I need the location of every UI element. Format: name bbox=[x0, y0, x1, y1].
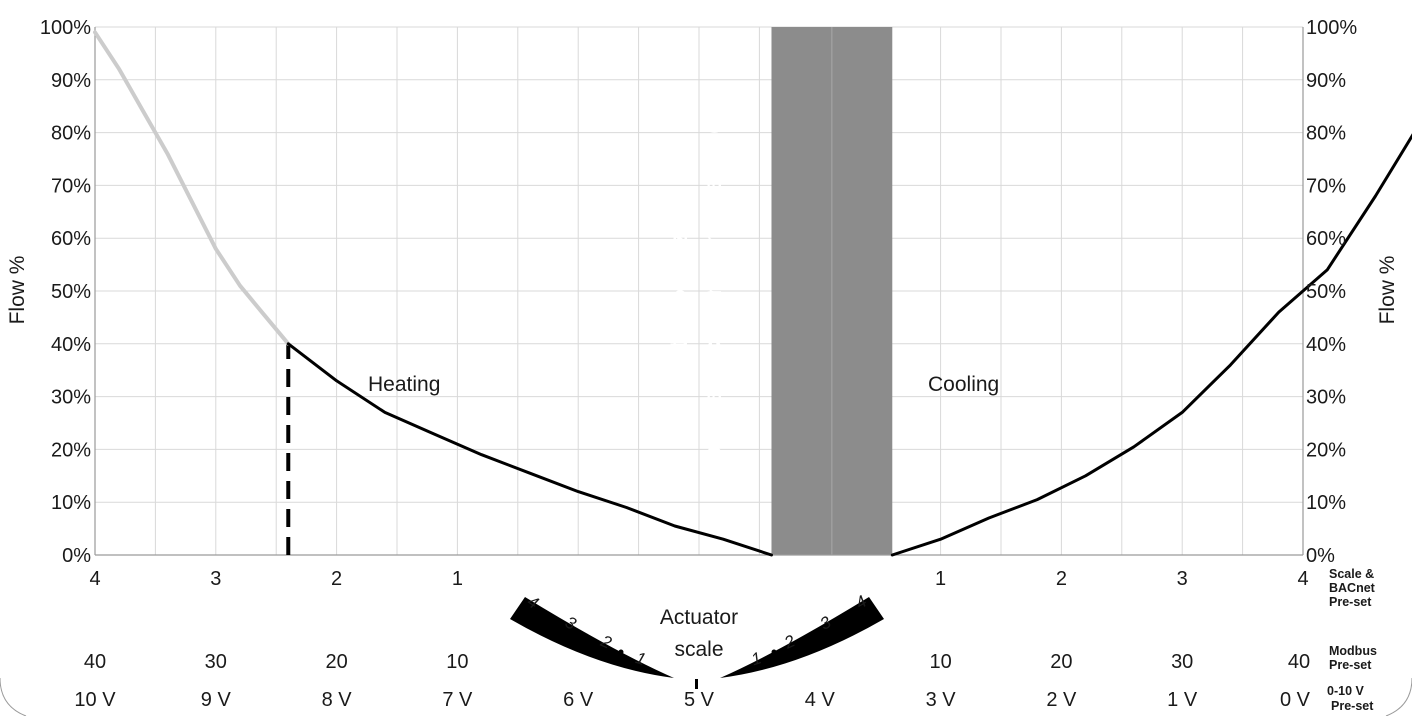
x-tick-label-scale: 1 bbox=[452, 568, 463, 590]
y-axis-title-right: Flow % bbox=[1376, 256, 1399, 325]
switch-zone-label: Switch over zone between cooling and hea… bbox=[665, 118, 727, 461]
x-tick-label-scale: 3 bbox=[1177, 568, 1188, 590]
dial-title-line-2: scale bbox=[674, 638, 723, 661]
cooling-curve bbox=[890, 133, 1412, 557]
y-tick-label-left: 90% bbox=[51, 70, 91, 92]
row-label-voltage: 0-10 V Pre-set bbox=[1327, 684, 1374, 713]
row-label-modbus-line-2: Pre-set bbox=[1329, 658, 1372, 672]
heating-label: Heating bbox=[368, 373, 440, 396]
frame-corner-right bbox=[1385, 677, 1412, 716]
row-label-modbus: Modbus Pre-set bbox=[1329, 644, 1377, 672]
y-tick-label-left: 50% bbox=[51, 281, 91, 303]
y-tick-label-right: 80% bbox=[1306, 123, 1346, 145]
x-tick-label-voltage: 4 V bbox=[805, 689, 836, 711]
row-label-voltage-line-2: Pre-set bbox=[1331, 699, 1374, 713]
y-tick-label-left: 60% bbox=[51, 228, 91, 250]
y-tick-label-right: 20% bbox=[1306, 439, 1346, 461]
y-tick-label-right: 70% bbox=[1306, 175, 1346, 197]
x-tick-label-voltage: 2 V bbox=[1046, 689, 1077, 711]
x-tick-label-voltage: 3 V bbox=[926, 689, 957, 711]
dial-center-mark bbox=[695, 679, 698, 689]
row-label-scale-line-1: Scale & bbox=[1329, 567, 1374, 581]
row-label-scale: Scale & BACnet Pre-set bbox=[1329, 567, 1376, 609]
heating-inactive-curve bbox=[93, 30, 291, 346]
x-tick-label-voltage: 0 V bbox=[1280, 689, 1311, 711]
switch-zone-label-line-2: between cooling and heating bbox=[699, 118, 727, 461]
dial-left-dot bbox=[546, 616, 552, 622]
dial-right-dot bbox=[843, 616, 849, 622]
dial-right-dot bbox=[807, 633, 813, 639]
y-axis-title-left: Flow % bbox=[6, 256, 29, 325]
x-tick-label-scale: 4 bbox=[1297, 568, 1308, 590]
x-tick-label-voltage: 6 V bbox=[563, 689, 594, 711]
switch-zone-label-line-1: Switch over zone bbox=[665, 188, 693, 392]
y-tick-label-left: 100% bbox=[40, 17, 91, 39]
x-tick-label-modbus: 20 bbox=[1050, 651, 1072, 673]
x-tick-label-scale: 2 bbox=[331, 568, 342, 590]
dial-left-dot bbox=[618, 649, 624, 655]
tick-labels: 0% 0% 10% 10% 20% 20% 30% 30% 40% 40% 50% 50% 60% 60%… bbox=[40, 17, 1358, 711]
y-tick-label-right: 0% bbox=[1306, 545, 1335, 567]
y-tick-label-left: 30% bbox=[51, 387, 91, 409]
x-tick-label-scale: 4 bbox=[89, 568, 100, 590]
y-tick-label-left: 70% bbox=[51, 175, 91, 197]
x-tick-label-modbus: 10 bbox=[929, 651, 951, 673]
heating-curve bbox=[286, 342, 773, 557]
y-tick-label-right: 100% bbox=[1306, 17, 1357, 39]
x-tick-label-scale: 1 bbox=[935, 568, 946, 590]
row-label-modbus-line-1: Modbus bbox=[1329, 644, 1377, 658]
y-tick-label-right: 30% bbox=[1306, 387, 1346, 409]
y-tick-label-left: 0% bbox=[62, 545, 91, 567]
x-tick-label-voltage: 5 V bbox=[684, 689, 715, 711]
x-tick-label-modbus: 10 bbox=[446, 651, 468, 673]
x-tick-label-modbus: 30 bbox=[1171, 651, 1193, 673]
x-tick-label-voltage: 9 V bbox=[201, 689, 232, 711]
dial-arc-right bbox=[720, 597, 884, 678]
y-tick-label-left: 80% bbox=[51, 123, 91, 145]
x-tick-label-modbus: 40 bbox=[1288, 651, 1310, 673]
x-tick-label-voltage: 8 V bbox=[322, 689, 353, 711]
x-tick-label-scale: 2 bbox=[1056, 568, 1067, 590]
y-tick-label-right: 60% bbox=[1306, 228, 1346, 250]
x-tick-label-voltage: 10 V bbox=[74, 689, 116, 711]
dial-arc-left bbox=[510, 597, 674, 678]
x-tick-label-modbus: 30 bbox=[205, 651, 227, 673]
dial-left-dot bbox=[583, 633, 589, 639]
y-tick-label-right: 90% bbox=[1306, 70, 1346, 92]
actuator-dial: Actuator scale 4 3 2 1 1 2 3 4 bbox=[510, 592, 884, 689]
frame-corner-left bbox=[0, 677, 27, 716]
y-tick-label-left: 20% bbox=[51, 439, 91, 461]
row-label-scale-line-2: BACnet bbox=[1329, 581, 1376, 595]
row-label-voltage-line-1: 0-10 V bbox=[1327, 684, 1364, 698]
x-tick-label-scale: 3 bbox=[210, 568, 221, 590]
y-tick-label-right: 50% bbox=[1306, 281, 1346, 303]
x-tick-label-modbus: 40 bbox=[84, 651, 106, 673]
y-tick-label-left: 40% bbox=[51, 334, 91, 356]
y-tick-label-right: 10% bbox=[1306, 492, 1346, 514]
row-label-scale-line-3: Pre-set bbox=[1329, 595, 1372, 609]
series-layer bbox=[93, 30, 1412, 557]
y-tick-label-right: 40% bbox=[1306, 334, 1346, 356]
x-tick-label-modbus: 20 bbox=[325, 651, 347, 673]
x-tick-label-voltage: 1 V bbox=[1167, 689, 1198, 711]
dial-right-dot bbox=[771, 649, 777, 655]
cooling-label: Cooling bbox=[928, 373, 999, 396]
x-tick-label-voltage: 7 V bbox=[442, 689, 473, 711]
dial-title-line-1: Actuator bbox=[660, 606, 738, 629]
y-tick-label-left: 10% bbox=[51, 492, 91, 514]
